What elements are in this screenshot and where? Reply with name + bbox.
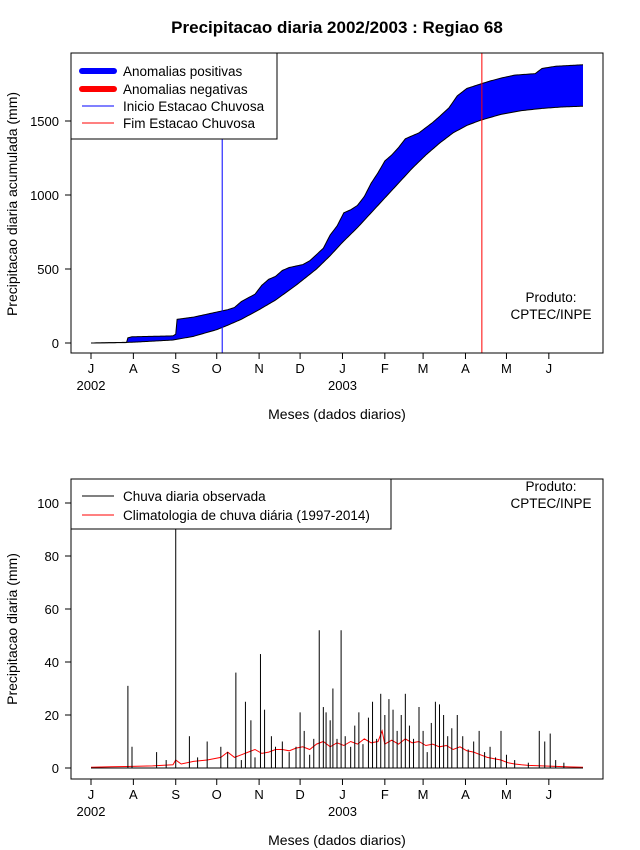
top-credit-line2: CPTEC/INPE	[510, 307, 591, 322]
positive-anomaly-area	[91, 64, 583, 344]
bottom-credit-line2: CPTEC/INPE	[510, 496, 591, 511]
year-label: 2003	[328, 378, 357, 393]
x-tick-label: M	[418, 361, 429, 376]
x-tick-label: J	[339, 787, 346, 802]
climatology-cumulative-line	[90, 105, 584, 344]
y-tick-label: 0	[52, 761, 59, 776]
x-tick-label: M	[501, 361, 512, 376]
legend-label-negative: Anomalias negativas	[123, 82, 248, 97]
y-tick-label: 0	[52, 336, 59, 351]
top-x-axis-label: Meses (dados diarios)	[268, 406, 406, 422]
y-tick-label: 100	[37, 496, 59, 511]
y-tick-label: 20	[45, 708, 59, 723]
top-x-axis: J A S O N D J F M A M J 2002 2003	[77, 352, 553, 393]
legend-label-climatology: Climatologia de chuva diária (1997-2014)	[123, 508, 370, 523]
x-tick-label: D	[295, 361, 304, 376]
y-tick-label: 500	[37, 262, 59, 277]
top-credit-line1: Produto:	[525, 290, 576, 305]
y-tick-label: 40	[45, 655, 59, 670]
x-tick-label: S	[171, 361, 180, 376]
top-legend: Anomalias positivas Anomalias negativas …	[70, 52, 278, 140]
top-legend-box	[70, 52, 278, 140]
legend-label-positive: Anomalias positivas	[123, 64, 243, 79]
top-y-axis-label: Precipitacao diaria acumulada (mm)	[4, 92, 20, 316]
bottom-y-axis: 0 20 40 60 80 100	[37, 496, 72, 776]
bottom-x-axis: J A S O N D J F M A M J 2002 2003	[77, 778, 553, 819]
year-label: 2002	[77, 378, 106, 393]
x-tick-label: A	[129, 787, 138, 802]
x-tick-label: A	[129, 361, 138, 376]
x-tick-label: F	[381, 787, 389, 802]
climatology-daily-line	[90, 729, 584, 768]
daily-precipitation-chart: 0 20 40 60 80 100 J A S O N D J F M A M J 2002 2003 Chuva …	[4, 478, 604, 848]
bottom-legend-box	[70, 478, 392, 530]
x-tick-label: M	[501, 787, 512, 802]
bottom-credit-line1: Produto:	[525, 479, 576, 494]
cumulative-precipitation-chart: 0 500 1000 1500 J A S O N D J F M A M J 2002 2003 Anomal…	[4, 52, 604, 422]
legend-label-observed: Chuva diaria observada	[123, 489, 266, 504]
x-tick-label: N	[254, 787, 263, 802]
top-y-axis: 0 500 1000 1500	[30, 114, 72, 351]
x-tick-label: J	[88, 787, 95, 802]
observed-cumulative-line	[90, 64, 584, 344]
bottom-legend: Chuva diaria observada Climatologia de c…	[70, 478, 392, 530]
chart-title: Precipitacao diaria 2002/2003 : Regiao 6…	[171, 18, 503, 37]
x-tick-label: J	[546, 787, 553, 802]
y-tick-label: 1000	[30, 188, 59, 203]
x-tick-label: J	[88, 361, 95, 376]
x-tick-label: N	[254, 361, 263, 376]
x-tick-label: O	[212, 787, 222, 802]
x-tick-label: O	[212, 361, 222, 376]
anomaly-band-layer	[90, 64, 584, 344]
legend-label-onset: Inicio Estacao Chuvosa	[123, 99, 265, 114]
year-label: 2003	[328, 804, 357, 819]
x-tick-label: F	[381, 361, 389, 376]
x-tick-label: D	[295, 787, 304, 802]
legend-label-end: Fim Estacao Chuvosa	[123, 116, 256, 131]
x-tick-label: J	[546, 361, 553, 376]
year-label: 2002	[77, 804, 106, 819]
x-tick-label: A	[461, 361, 470, 376]
y-tick-label: 60	[45, 602, 59, 617]
y-tick-label: 1500	[30, 114, 59, 129]
climatology-layer	[90, 729, 584, 768]
x-tick-label: S	[171, 787, 180, 802]
bottom-x-axis-label: Meses (dados diarios)	[268, 832, 406, 848]
x-tick-label: J	[339, 361, 346, 376]
x-tick-label: M	[418, 787, 429, 802]
bottom-y-axis-label: Precipitacao diaria (mm)	[4, 553, 20, 705]
x-tick-label: A	[461, 787, 470, 802]
y-tick-label: 80	[45, 549, 59, 564]
